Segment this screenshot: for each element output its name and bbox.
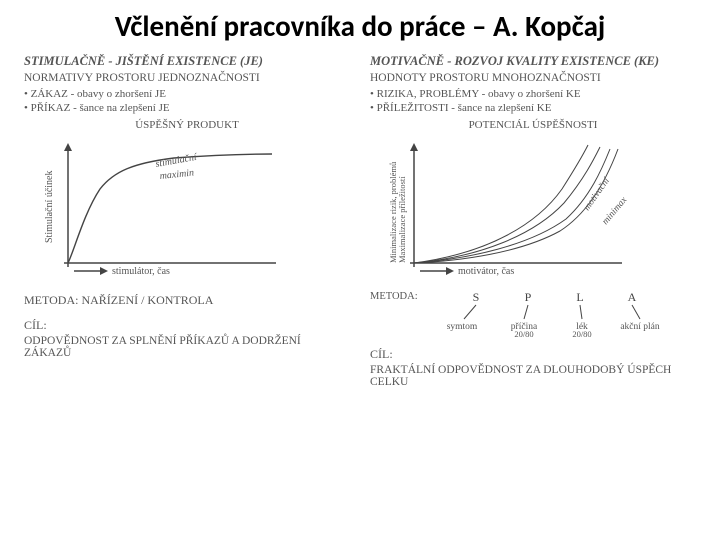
spla-line-2 [524,305,528,319]
left-chart-svg: Stimulační účinek stimulátor, čas stimul… [24,133,324,281]
right-y-arrow-head [410,143,418,151]
spla-a: A [628,291,637,304]
left-xlabel: stimulátor, čas [112,266,170,277]
right-method-row: METODA: S P L A symtom příčina lék akční… [370,283,696,337]
spla-lab-4: akční plán [620,322,660,332]
right-chart: Minimalizace rizik, problémů Maximalizac… [370,133,696,283]
right-ylabel-2: Maximalizace příležitostí [397,176,407,263]
spla-s: S [473,291,480,304]
right-subheading: HODNOTY PROSTORU MNOHOZNAČNOSTI [370,72,696,87]
right-method-label: METODA: [370,291,434,337]
right-bullet-2: • PŘÍLEŽITOSTI - šance na zlepšení KE [370,101,696,115]
left-chart: Stimulační účinek stimulátor, čas stimul… [24,133,350,283]
left-heading: STIMULAČNĚ - JIŠTĚNÍ EXISTENCE (JE) [24,54,350,72]
left-bullet-1: • ZÁKAZ - obavy o zhoršení JE [24,87,350,101]
left-ylabel: Stimulační účinek [44,171,55,244]
right-curve-4 [414,145,588,263]
spla-diagram: S P L A symtom příčina lék akční plán 20… [434,291,696,337]
left-goal-label: CÍL: [24,308,350,333]
spla-lab-1: symtom [447,322,478,332]
left-column: STIMULAČNĚ - JIŠTĚNÍ EXISTENCE (JE) NORM… [24,54,350,388]
right-column: MOTIVAČNĚ - ROZVOJ KVALITY EXISTENCE (KE… [370,54,696,388]
left-subheading: NORMATIVY PROSTORU JEDNOZNAČNOSTI [24,72,350,87]
spla-line-4 [632,305,640,319]
spla-svg: S P L A symtom příčina lék akční plán 20… [434,291,664,337]
right-curve-label-2: minimax [601,195,630,227]
right-curve-3 [414,147,600,263]
right-x-arrow-head [446,267,454,275]
right-heading: MOTIVAČNĚ - ROZVOJ KVALITY EXISTENCE (KE… [370,54,696,72]
left-method: METODA: NAŘÍZENÍ / KONTROLA [24,283,350,308]
spla-p: P [525,291,532,304]
y-arrow-head [64,143,72,151]
right-chart-title: POTENCIÁL ÚSPĚŠNOSTI [370,115,696,133]
right-curve-2 [414,149,610,263]
left-bullet-2: • PŘÍKAZ - šance na zlepšení JE [24,101,350,115]
left-chart-title: ÚSPĚŠNÝ PRODUKT [24,115,350,133]
spla-ratio-1: 20/80 [514,329,533,337]
right-goal-label: CÍL: [370,337,696,362]
right-goal-text: FRAKTÁLNÍ ODPOVĚDNOST ZA DLOUHODOBÝ ÚSPĚ… [370,362,696,388]
right-chart-svg: Minimalizace rizik, problémů Maximalizac… [370,133,670,281]
spla-line-3 [580,305,582,319]
page-title: Včlenění pracovníka do práce – A. Kopčaj [0,0,720,48]
x-arrow-head [100,267,108,275]
spla-line-1 [464,305,476,319]
content-columns: STIMULAČNĚ - JIŠTĚNÍ EXISTENCE (JE) NORM… [0,48,720,388]
spla-l: L [576,291,583,304]
spla-ratio-2: 20/80 [572,329,591,337]
left-goal-text: ODPOVĚDNOST ZA SPLNĚNÍ PŘÍKAZŮ A DODRŽEN… [24,333,350,359]
right-xlabel: motivátor, čas [458,266,514,277]
left-curve-label-2: maximin [159,167,194,182]
right-bullet-1: • RIZIKA, PROBLÉMY - obavy o zhoršení KE [370,87,696,101]
